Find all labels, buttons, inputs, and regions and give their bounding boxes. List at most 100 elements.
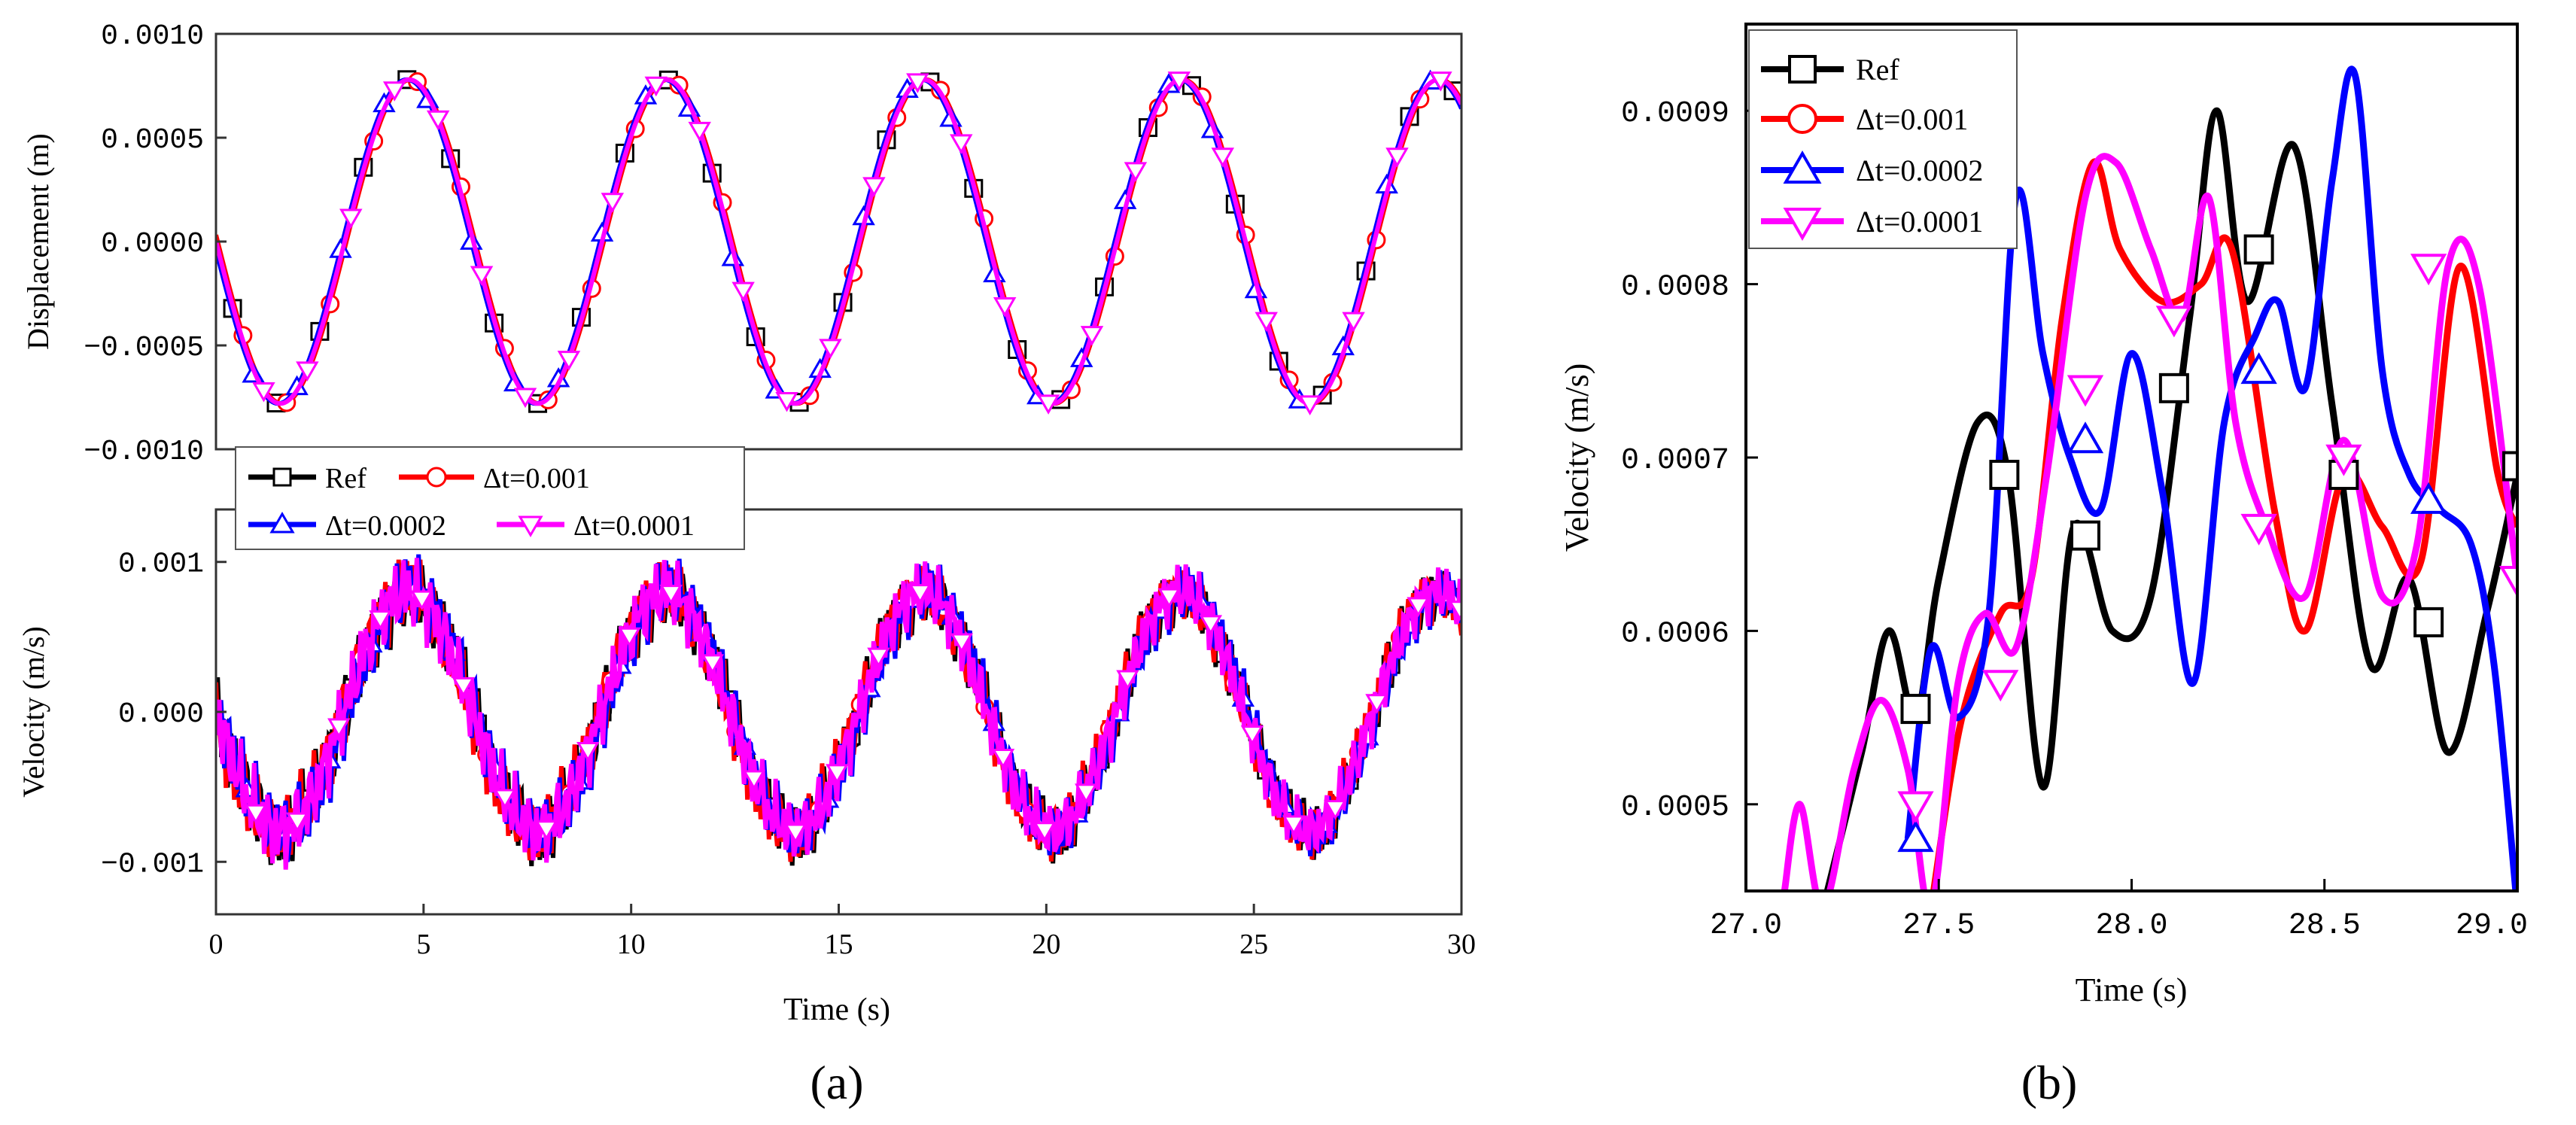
displacement-marker-dt-00001 bbox=[906, 73, 929, 93]
velocity-x-tick-label: 20 bbox=[1032, 929, 1060, 960]
velocity-y-tick-label: 0.000 bbox=[118, 698, 204, 731]
legend-a-dt-001-marker bbox=[426, 467, 447, 488]
zoom-y-axis-label: Velocity (m/s) bbox=[1559, 363, 1595, 552]
velocity-marker-dt-00001 bbox=[410, 590, 433, 611]
zoom-y-tick-label: 0.0008 bbox=[1621, 271, 1729, 305]
displacement-marker-dt-00001 bbox=[557, 351, 581, 371]
velocity-marker-dt-00001 bbox=[950, 633, 974, 653]
displacement-line-dt-00002 bbox=[216, 77, 1461, 406]
legend-b-dt-001-marker bbox=[1787, 104, 1817, 134]
legend-b-entry-dt-0002: Δt=0.0002 bbox=[1761, 151, 1983, 187]
legend-b-dt-0001-marker bbox=[1783, 208, 1822, 241]
velocity-marker-dt-00001 bbox=[783, 823, 807, 844]
velocity-marker-dt-00001 bbox=[244, 804, 268, 825]
velocity-x-tick-label: 10 bbox=[617, 929, 646, 960]
legend-a-ref-label: Ref bbox=[325, 463, 366, 494]
displacement-marker-dt-00001 bbox=[993, 297, 1017, 318]
legend-b-dt-0001-label: Δt=0.0001 bbox=[1856, 205, 1983, 239]
zoom-marker-dt-00001 bbox=[1982, 670, 2019, 702]
legend-a-frame bbox=[235, 446, 745, 550]
velocity-marker-dt-00001 bbox=[618, 627, 641, 648]
zoom-marker-dt-00001 bbox=[2067, 375, 2104, 407]
displacement-y-axis-label: Displacement (m) bbox=[21, 133, 55, 350]
displacement-marker-dt-00001 bbox=[1124, 162, 1148, 182]
zoom-y-tick-label: 0.0006 bbox=[1621, 617, 1729, 651]
velocity-marker-dt-00001 bbox=[1199, 615, 1223, 635]
velocity-marker-dt-00001 bbox=[659, 585, 683, 605]
displacement-marker-dt-00001 bbox=[775, 392, 798, 412]
displacement-marker-dt-00001 bbox=[339, 208, 363, 230]
velocity-marker-dt-00001 bbox=[1365, 694, 1388, 714]
velocity-y-ticks: 0.001 0.000 −0.001 bbox=[101, 549, 227, 880]
velocity-marker-dt-00001 bbox=[452, 677, 476, 698]
zoom-marker-ref bbox=[2070, 520, 2100, 551]
displacement-series-group bbox=[216, 69, 1461, 415]
zoom-y-tick-label: 0.0009 bbox=[1621, 97, 1729, 131]
zoom-marker-ref bbox=[2243, 234, 2274, 265]
zoom-marker-dt-00001 bbox=[2410, 254, 2447, 286]
zoom-marker-ref bbox=[1900, 694, 1931, 725]
zoom-marker-ref bbox=[1989, 460, 2020, 491]
velocity-marker-dt-00001 bbox=[1407, 597, 1430, 617]
velocity-x-ticks: 0 5 10 15 20 25 30 bbox=[209, 904, 1476, 960]
displacement-marker-dt-00001 bbox=[513, 388, 537, 409]
displacement-marker-dt-00001 bbox=[1211, 147, 1235, 168]
zoom-x-tick-label: 28.0 bbox=[2095, 909, 2167, 943]
zoom-y-ticks: 0.0009 0.0008 0.0007 0.0006 0.0005 bbox=[1621, 97, 1758, 825]
zoom-marker-ref bbox=[2413, 607, 2444, 637]
velocity-y-tick-label: −0.001 bbox=[101, 848, 204, 880]
zoom-marker-dt-00002 bbox=[1897, 820, 1934, 853]
legend-a-ref-marker bbox=[272, 467, 292, 487]
zoom-marker-dt-00002 bbox=[2067, 421, 2104, 454]
legend-b-entry-dt-0001: Δt=0.0001 bbox=[1761, 205, 1983, 241]
displacement-y-tick-label: −0.0005 bbox=[84, 332, 204, 364]
zoom-y-tick-label: 0.0007 bbox=[1621, 444, 1729, 478]
legend-a-entry-dt-0001: Δt=0.0001 bbox=[497, 510, 695, 542]
velocity-x-tick-label: 5 bbox=[416, 929, 430, 960]
displacement-marker-dt-00001 bbox=[644, 76, 668, 97]
legend-b-ref-marker bbox=[1788, 55, 1817, 84]
legend-a-dt-001-label: Δt=0.001 bbox=[483, 463, 590, 494]
displacement-y-tick-label: 0.0005 bbox=[101, 124, 204, 157]
velocity-x-axis-label: Time (s) bbox=[783, 993, 890, 1027]
displacement-marker-dt-00001 bbox=[1385, 147, 1409, 168]
velocity-marker-dt-00001 bbox=[534, 820, 558, 841]
velocity-marker-dt-00001 bbox=[369, 610, 392, 631]
velocity-series-group bbox=[216, 554, 1461, 870]
panel-a-label: (a) bbox=[810, 1056, 863, 1109]
velocity-marker-dt-00001 bbox=[285, 812, 309, 833]
zoom-marker-ref bbox=[2158, 372, 2189, 403]
velocity-x-tick-label: 30 bbox=[1447, 929, 1476, 960]
zoom-marker-dt-00001 bbox=[1897, 791, 1934, 823]
zoom-x-axis-label: Time (s) bbox=[2076, 971, 2188, 1008]
zoom-line-ref bbox=[1823, 107, 2517, 891]
legend-b-dt-0002-label: Δt=0.0002 bbox=[1856, 154, 1983, 187]
panel-a-velocity: 0.001 0.000 −0.001 0 5 10 15 20 25 30 Velocity (… bbox=[17, 508, 1476, 1027]
velocity-x-tick-label: 25 bbox=[1239, 929, 1268, 960]
velocity-marker-dt-00001 bbox=[327, 718, 351, 738]
displacement-marker-dt-00001 bbox=[1429, 71, 1452, 92]
zoom-marker-dt-00001 bbox=[2155, 306, 2193, 338]
displacement-marker-dt-00001 bbox=[688, 121, 711, 142]
panel-a-displacement: 0.0010 0.0005 0.0000 −0.0005 −0.0010 Displac… bbox=[21, 20, 1463, 468]
legend-b-dt-001-label: Δt=0.001 bbox=[1856, 102, 1968, 136]
velocity-marker-dt-00001 bbox=[742, 770, 766, 791]
legend-a-dt-0001-label: Δt=0.0001 bbox=[573, 510, 695, 542]
zoom-marker-dt-00002 bbox=[2240, 352, 2277, 385]
velocity-marker-dt-00001 bbox=[1282, 815, 1306, 835]
velocity-marker-dt-00001 bbox=[493, 789, 517, 809]
zoom-marker-dt-00001 bbox=[2240, 513, 2277, 546]
velocity-marker-dt-00001 bbox=[1157, 588, 1181, 609]
zoom-x-tick-label: 27.0 bbox=[1710, 909, 1782, 943]
panel-b-label: (b) bbox=[2021, 1056, 2078, 1109]
displacement-marker-dt-00001 bbox=[1298, 395, 1321, 415]
legend-b-dt-0002-marker bbox=[1783, 151, 1822, 184]
zoom-marker-dt-00001 bbox=[2325, 444, 2362, 476]
displacement-y-tick-label: −0.0010 bbox=[84, 436, 204, 468]
zoom-marker-dt-00002 bbox=[2410, 482, 2447, 514]
displacement-plot-frame bbox=[214, 32, 1463, 451]
displacement-y-ticks: 0.0010 0.0005 0.0000 −0.0005 −0.0010 bbox=[84, 20, 227, 468]
velocity-marker-dt-00001 bbox=[908, 584, 932, 604]
